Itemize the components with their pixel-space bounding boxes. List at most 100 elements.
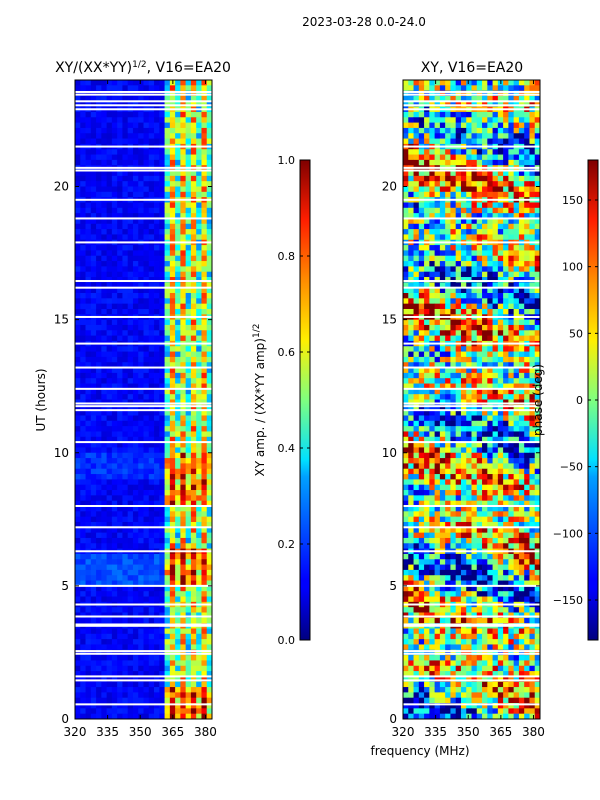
heatmap-cell [159, 458, 165, 464]
heatmap-cell [138, 442, 144, 448]
heatmap-cell [534, 95, 541, 102]
heatmap-cell [111, 591, 118, 597]
heatmap-cell [429, 122, 436, 129]
heatmap-cell [154, 330, 160, 336]
heatmap-cell [80, 607, 86, 613]
heatmap-cell [90, 559, 97, 565]
heatmap-cell [143, 575, 150, 581]
heatmap-cell [75, 122, 81, 129]
heatmap-cell [424, 181, 430, 187]
heatmap-cell [143, 511, 150, 518]
heatmap-cell [513, 111, 520, 118]
heatmap-cell [434, 117, 441, 124]
heatmap-cell [80, 90, 86, 97]
heatmap-cell [439, 287, 446, 294]
heatmap-cell [138, 356, 144, 363]
heatmap-cell [122, 261, 129, 267]
heatmap-cell [424, 255, 430, 262]
heatmap-cell [180, 687, 187, 693]
heatmap-cell [508, 410, 515, 416]
heatmap-cell [413, 127, 420, 134]
heatmap-cell [106, 420, 113, 427]
heatmap-cell [196, 80, 202, 86]
heatmap-cell [403, 159, 409, 166]
colorbar1-label-exponent: 1/2 [252, 324, 262, 338]
heatmap-cell [127, 308, 134, 315]
heatmap-cell [476, 250, 483, 257]
heatmap-cell [164, 85, 171, 92]
heatmap-cell [101, 612, 108, 619]
colorbar-tick-label: 0.8 [278, 250, 296, 263]
heatmap-cell [117, 516, 123, 523]
heatmap-cell [206, 639, 213, 645]
heatmap-cell [159, 117, 165, 124]
heatmap-cell [418, 282, 425, 289]
heatmap-cell [90, 681, 97, 688]
heatmap-cell [122, 521, 129, 528]
heatmap-cell [138, 399, 144, 406]
heatmap-cell [127, 521, 134, 528]
data-gap [75, 366, 212, 369]
heatmap-cell [138, 649, 144, 656]
heatmap-cell [117, 468, 123, 475]
heatmap-cell [159, 569, 165, 576]
heatmap-cell [492, 383, 499, 390]
heatmap-cell [132, 436, 139, 443]
heatmap-cell [518, 261, 525, 267]
heatmap-cell [75, 580, 81, 587]
heatmap-cell [418, 186, 425, 193]
heatmap-cell [455, 335, 462, 342]
heatmap-cell [164, 404, 171, 411]
heatmap-cell [148, 452, 155, 459]
heatmap-cell [196, 490, 202, 496]
heatmap-cell [471, 404, 478, 411]
heatmap-cell [169, 362, 176, 368]
heatmap-cell [175, 293, 181, 299]
heatmap-cell [127, 468, 134, 475]
heatmap-cell [90, 149, 97, 155]
heatmap-cell [175, 383, 181, 390]
heatmap-cell [471, 394, 478, 400]
heatmap-cell [180, 644, 187, 651]
heatmap-cell [111, 676, 118, 683]
heatmap-cell [90, 633, 97, 640]
heatmap-cell [143, 564, 150, 571]
heatmap-cell [518, 122, 525, 129]
heatmap-cell [143, 362, 150, 368]
heatmap-cell [117, 229, 123, 235]
heatmap-cell [503, 282, 509, 289]
heatmap-cell [122, 245, 129, 251]
heatmap-cell [424, 330, 430, 336]
heatmap-cell [111, 596, 118, 603]
heatmap-cell [143, 149, 150, 155]
heatmap-cell [185, 346, 192, 352]
heatmap-cell [154, 122, 160, 129]
heatmap-cell [403, 90, 409, 97]
heatmap-cell [518, 133, 525, 139]
heatmap-cell [159, 330, 165, 336]
heatmap-cell [196, 127, 202, 134]
heatmap-cell [90, 277, 97, 283]
heatmap-cell [154, 324, 160, 331]
heatmap-cell [424, 351, 430, 358]
heatmap-cell [403, 431, 409, 438]
heatmap-cell [482, 298, 488, 305]
heatmap-cell [154, 159, 160, 166]
heatmap-cell [127, 644, 134, 651]
heatmap-cell [201, 181, 208, 187]
heatmap-cell [180, 463, 187, 470]
heatmap-cell [508, 207, 515, 214]
heatmap-cell [96, 431, 102, 438]
heatmap-cell [132, 655, 139, 661]
heatmap-cell [439, 186, 446, 193]
heatmap-cell [524, 394, 530, 400]
heatmap-cell [164, 356, 171, 363]
heatmap-cell [132, 431, 139, 438]
heatmap-cell [138, 255, 144, 262]
heatmap-cell [106, 175, 113, 182]
heatmap-cell [413, 117, 420, 124]
heatmap-cell [445, 399, 451, 406]
heatmap-cell [460, 415, 467, 422]
heatmap-cell [175, 660, 181, 667]
heatmap-cell [529, 234, 536, 241]
